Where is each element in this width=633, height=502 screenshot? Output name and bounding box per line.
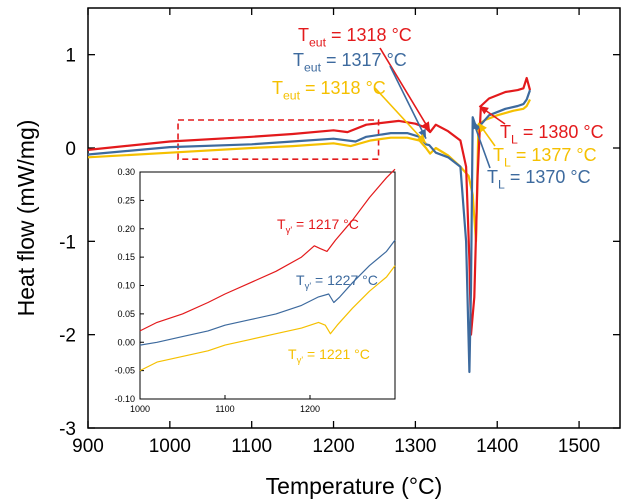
inset-annotations: Tγ' = 1217 °C Tγ' = 1227 °C Tγ' = 1221 °C bbox=[277, 216, 378, 366]
inset-x-tick-label: 1200 bbox=[300, 404, 320, 414]
series-line-red bbox=[87, 76, 532, 336]
x-tick-label: 1500 bbox=[558, 436, 600, 457]
series-line-blue bbox=[87, 89, 532, 374]
annotation-arrow-line bbox=[374, 87, 427, 144]
y-tick-label: -1 bbox=[59, 232, 76, 253]
annotation-arrow-line bbox=[379, 47, 431, 132]
annotation-arrowhead bbox=[478, 122, 487, 133]
annotation-arrowhead bbox=[422, 121, 431, 132]
main-y-ticks: -3 -2 -1 0 1 bbox=[59, 46, 620, 440]
inset-annotation-label: Tγ' = 1221 °C bbox=[288, 346, 370, 366]
main-annotation-label: TL = 1370 °C bbox=[487, 167, 591, 191]
main-series bbox=[87, 76, 532, 374]
inset-y-tick-label: 0.00 bbox=[117, 337, 135, 347]
inset-y-tick-label: 0.30 bbox=[117, 167, 135, 177]
inset-annotation-label: Tγ' = 1227 °C bbox=[296, 272, 378, 292]
inset-y-ticks: -0.10 -0.05 0.00 0.05 0.10 0.15 0.20 0.25 0.30 bbox=[114, 167, 144, 404]
y-axis-label: Heat flow (mW/mg) bbox=[13, 120, 39, 317]
inset-plot: -0.10 -0.05 0.00 0.05 0.10 0.15 0.20 0.25 0.30 1… bbox=[114, 167, 396, 414]
y-tick-label: -3 bbox=[59, 419, 76, 440]
inset-series-line-blue bbox=[139, 239, 396, 346]
x-axis-label: Temperature (°C) bbox=[266, 473, 443, 499]
inset-x-tick-label: 1000 bbox=[130, 404, 150, 414]
main-annotation-label: Teut = 1318 °C bbox=[298, 25, 412, 49]
x-tick-label: 1400 bbox=[476, 436, 518, 457]
main-annotation-label: Teut = 1317 °C bbox=[293, 50, 407, 74]
inset-y-tick-label: 0.05 bbox=[117, 309, 135, 319]
x-tick-label: 1000 bbox=[149, 436, 191, 457]
x-tick-label: 1100 bbox=[231, 436, 272, 457]
x-tick-label: 1300 bbox=[394, 436, 436, 457]
inset-plot-frame bbox=[139, 171, 396, 400]
inset-x-ticks: 1000 1100 1200 bbox=[130, 395, 320, 414]
inset-series bbox=[139, 168, 396, 372]
main-annotation-label: TL = 1380 °C bbox=[500, 122, 604, 146]
inset-y-tick-label: -0.10 bbox=[114, 394, 135, 404]
inset-series-line-yellow bbox=[139, 265, 396, 372]
y-tick-label: 1 bbox=[65, 46, 76, 67]
annotation-arrowhead bbox=[418, 128, 427, 139]
x-tick-label: 1200 bbox=[312, 436, 354, 457]
annotation-arrowhead bbox=[479, 106, 489, 115]
y-tick-label: 0 bbox=[65, 139, 76, 160]
inset-x-tick-label: 1100 bbox=[215, 404, 234, 414]
annotation-arrow-line bbox=[389, 65, 427, 140]
annotation-arrowhead bbox=[471, 120, 480, 130]
main-x-ticks: 900 1000 1100 1200 1300 1400 1500 bbox=[72, 8, 600, 457]
inset-annotation-label: Tγ' = 1217 °C bbox=[277, 216, 359, 236]
series-line-yellow bbox=[87, 99, 531, 243]
inset-y-tick-label: -0.05 bbox=[114, 366, 135, 376]
inset-y-tick-label: 0.10 bbox=[117, 281, 135, 291]
inset-y-tick-label: 0.15 bbox=[117, 252, 135, 262]
main-annotation-label: TL = 1377 °C bbox=[493, 145, 597, 169]
inset-series-line-red bbox=[139, 168, 396, 332]
annotation-arrowhead bbox=[416, 134, 427, 144]
x-tick-label: 900 bbox=[72, 436, 104, 457]
inset-y-tick-label: 0.20 bbox=[117, 224, 135, 234]
y-tick-label: -2 bbox=[59, 326, 76, 347]
main-annotation-label: Teut = 1318 °C bbox=[272, 78, 386, 102]
inset-y-tick-label: 0.25 bbox=[117, 195, 135, 205]
